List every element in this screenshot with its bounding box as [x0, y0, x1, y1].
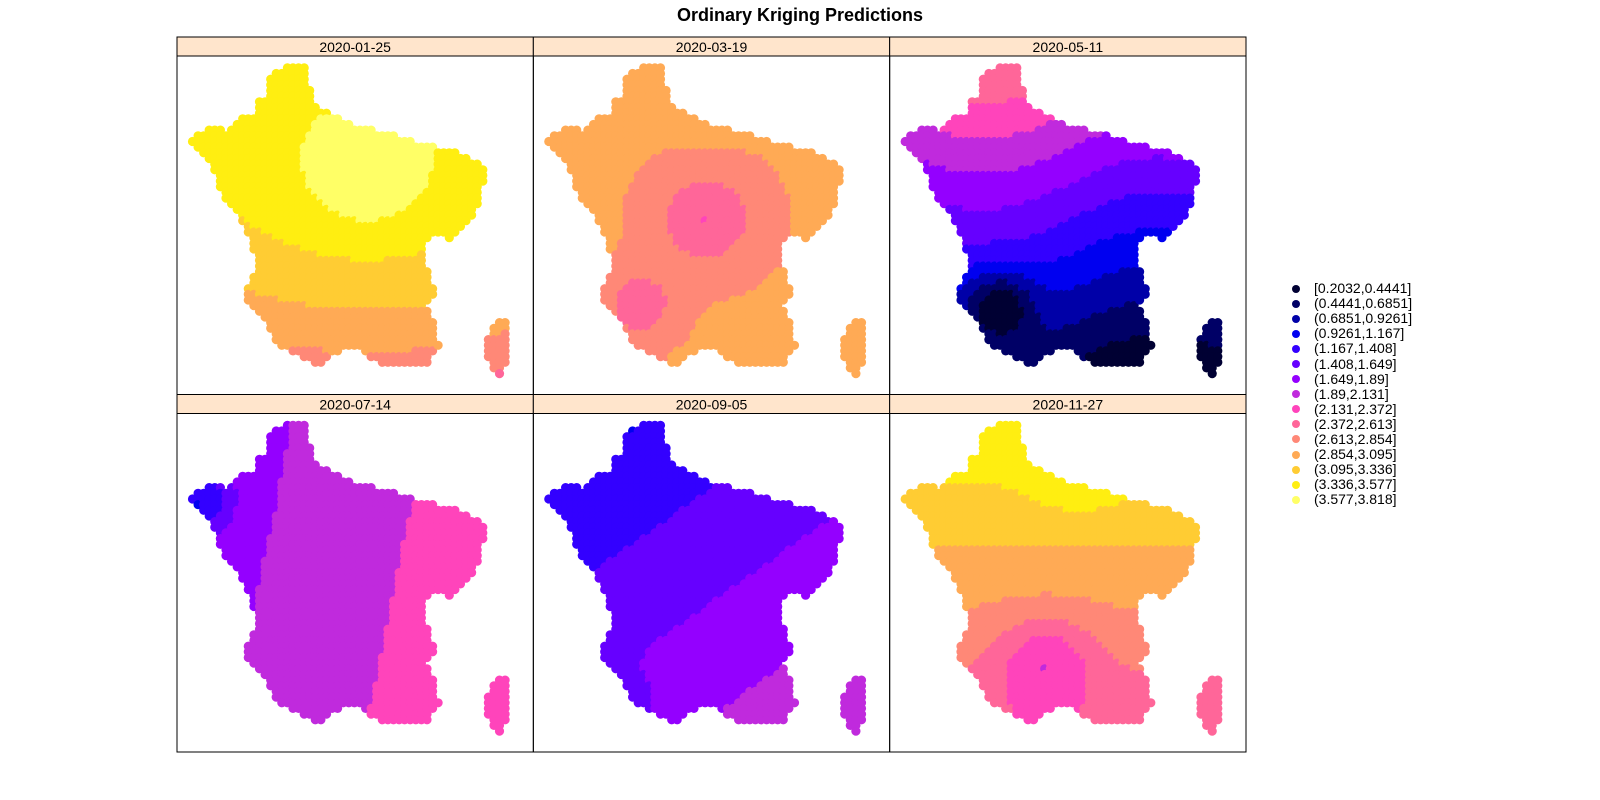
prediction-cell	[851, 369, 861, 379]
prediction-cell	[1213, 357, 1223, 367]
prediction-cell	[321, 352, 332, 362]
prediction-cell	[1185, 199, 1195, 209]
prediction-cell	[316, 357, 326, 367]
prediction-cell	[494, 369, 505, 379]
prediction-cell	[834, 176, 844, 186]
prediction-cell	[778, 357, 788, 367]
panel-2020-01-25: 2020-01-25	[176, 36, 534, 395]
prediction-cell	[1207, 369, 1217, 379]
panel-2020-03-19: 2020-03-19	[532, 36, 891, 395]
panel-label: 2020-05-11	[1033, 39, 1104, 55]
prediction-cells	[187, 63, 510, 379]
prediction-cell	[789, 340, 800, 350]
prediction-cells	[544, 63, 867, 379]
prediction-cell	[823, 210, 833, 220]
panel-label: 2020-01-25	[319, 39, 391, 55]
prediction-cells	[900, 63, 1223, 379]
prediction-cell	[422, 357, 432, 367]
chart-title: Ordinary Kriging Predictions	[676, 5, 924, 25]
prediction-cell	[333, 346, 343, 356]
prediction-cell	[856, 357, 867, 367]
prediction-cell	[500, 357, 510, 367]
panel-label: 2020-03-19	[676, 39, 748, 55]
prediction-cell	[828, 199, 839, 209]
prediction-cell	[1146, 340, 1156, 350]
panel-2020-07-14: 2020-07-14	[176, 394, 534, 753]
prediction-cell	[784, 289, 794, 299]
prediction-cell	[467, 210, 477, 220]
prediction-cell	[1179, 210, 1189, 220]
panel-2020-05-11: 2020-05-11	[889, 36, 1247, 395]
prediction-cell	[1140, 289, 1150, 299]
prediction-cell	[1190, 176, 1201, 186]
prediction-cell	[472, 199, 482, 209]
prediction-cell	[478, 176, 488, 186]
panel-label: 2020-07-14	[319, 397, 391, 413]
prediction-cell	[1135, 357, 1145, 367]
prediction-cell	[428, 289, 438, 299]
prediction-cell	[433, 340, 443, 350]
prediction-cells	[187, 420, 510, 736]
